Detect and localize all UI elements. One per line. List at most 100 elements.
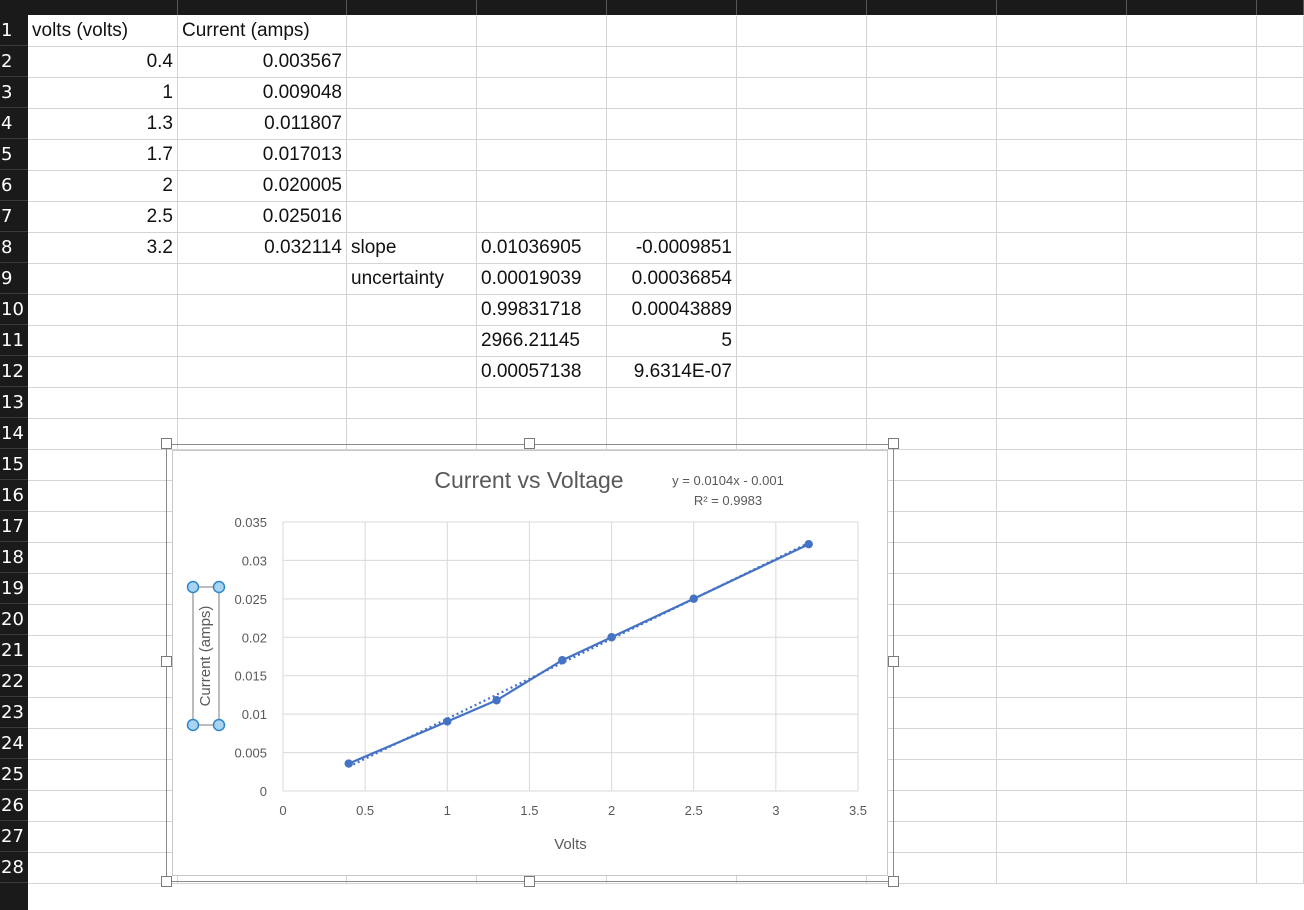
cell[interactable]: [347, 326, 477, 357]
data-point[interactable]: [344, 759, 353, 768]
cell[interactable]: [867, 760, 997, 791]
x-tick-label[interactable]: 3: [772, 803, 779, 818]
cell[interactable]: [28, 264, 178, 295]
cell[interactable]: [607, 16, 737, 47]
x-tick-label[interactable]: 2: [608, 803, 615, 818]
cell[interactable]: [607, 47, 737, 78]
cell[interactable]: [1257, 450, 1304, 481]
cell[interactable]: [1257, 16, 1304, 47]
cell[interactable]: [1257, 140, 1304, 171]
cell[interactable]: [867, 357, 997, 388]
row-number[interactable]: 28: [0, 852, 28, 883]
cell[interactable]: [1127, 605, 1257, 636]
cell[interactable]: [1257, 388, 1304, 419]
row-number[interactable]: 26: [0, 790, 28, 821]
cell[interactable]: [1127, 729, 1257, 760]
cell[interactable]: [997, 481, 1127, 512]
cell[interactable]: [997, 16, 1127, 47]
cell[interactable]: [1127, 109, 1257, 140]
cell[interactable]: [1127, 853, 1257, 884]
cell[interactable]: [1127, 78, 1257, 109]
column-header-cell[interactable]: [997, 0, 1127, 15]
cell[interactable]: [867, 853, 997, 884]
y-axis-title-selection-handle[interactable]: [212, 718, 226, 732]
cell[interactable]: [1257, 481, 1304, 512]
cell[interactable]: [1127, 233, 1257, 264]
cell[interactable]: [867, 822, 997, 853]
cell[interactable]: [347, 109, 477, 140]
cell[interactable]: [997, 760, 1127, 791]
row-number[interactable]: 13: [0, 387, 28, 418]
cell[interactable]: [737, 16, 867, 47]
cell[interactable]: [28, 357, 178, 388]
cell[interactable]: [997, 419, 1127, 450]
cell[interactable]: [347, 78, 477, 109]
cell[interactable]: [1127, 202, 1257, 233]
y-axis-title-selection-handle[interactable]: [186, 718, 200, 732]
column-header-cell[interactable]: [867, 0, 997, 15]
data-point[interactable]: [689, 594, 698, 603]
cell[interactable]: 0.99831718: [477, 295, 607, 326]
cell[interactable]: [1257, 326, 1304, 357]
cell[interactable]: 0.003567: [178, 47, 347, 78]
column-header-cell[interactable]: [1257, 0, 1304, 15]
cell[interactable]: [28, 295, 178, 326]
cell[interactable]: [737, 171, 867, 202]
cell[interactable]: 2.5: [28, 202, 178, 233]
cell[interactable]: [607, 109, 737, 140]
cell[interactable]: 0.00019039: [477, 264, 607, 295]
cell[interactable]: [1257, 109, 1304, 140]
column-header-cell[interactable]: [477, 0, 607, 15]
cell[interactable]: slope: [347, 233, 477, 264]
cell[interactable]: [737, 388, 867, 419]
cell[interactable]: 0.00036854: [607, 264, 737, 295]
cell[interactable]: [997, 357, 1127, 388]
cell[interactable]: [1257, 791, 1304, 822]
cell[interactable]: [28, 853, 178, 884]
cell[interactable]: [28, 760, 178, 791]
cell[interactable]: [867, 16, 997, 47]
row-number[interactable]: 19: [0, 573, 28, 604]
cell[interactable]: [28, 388, 178, 419]
data-point[interactable]: [804, 539, 813, 549]
cell[interactable]: [28, 481, 178, 512]
cell[interactable]: [477, 16, 607, 47]
cell[interactable]: [1257, 729, 1304, 760]
cell[interactable]: [867, 295, 997, 326]
data-point[interactable]: [558, 656, 567, 665]
cell[interactable]: [867, 450, 997, 481]
y-axis-title-selection-handle[interactable]: [186, 580, 200, 594]
row-number[interactable]: 27: [0, 821, 28, 852]
cell[interactable]: [28, 822, 178, 853]
row-number[interactable]: 17: [0, 511, 28, 542]
cell[interactable]: [178, 295, 347, 326]
cell[interactable]: [1257, 574, 1304, 605]
row-number[interactable]: 14: [0, 418, 28, 449]
cell[interactable]: 0.020005: [178, 171, 347, 202]
cell[interactable]: [477, 78, 607, 109]
trendline-equation[interactable]: y = 0.0104x - 0.001: [672, 473, 784, 488]
cell[interactable]: [28, 419, 178, 450]
cell[interactable]: [178, 264, 347, 295]
row-number[interactable]: 11: [0, 325, 28, 356]
y-tick-label[interactable]: 0.02: [242, 630, 267, 645]
cell[interactable]: [737, 47, 867, 78]
cell[interactable]: [347, 388, 477, 419]
cell[interactable]: [347, 295, 477, 326]
cell[interactable]: 0.025016: [178, 202, 347, 233]
cell[interactable]: [867, 698, 997, 729]
cell[interactable]: 1.3: [28, 109, 178, 140]
cell[interactable]: [997, 698, 1127, 729]
row-number[interactable]: 3: [0, 77, 28, 108]
cell[interactable]: [867, 791, 997, 822]
cell[interactable]: [1257, 822, 1304, 853]
row-number[interactable]: 23: [0, 697, 28, 728]
cell[interactable]: [997, 729, 1127, 760]
cell[interactable]: [477, 47, 607, 78]
cell[interactable]: 0.00057138: [477, 357, 607, 388]
cell[interactable]: [737, 326, 867, 357]
cell[interactable]: 0.017013: [178, 140, 347, 171]
row-number[interactable]: 22: [0, 666, 28, 697]
data-point[interactable]: [607, 633, 616, 642]
cell[interactable]: [178, 357, 347, 388]
